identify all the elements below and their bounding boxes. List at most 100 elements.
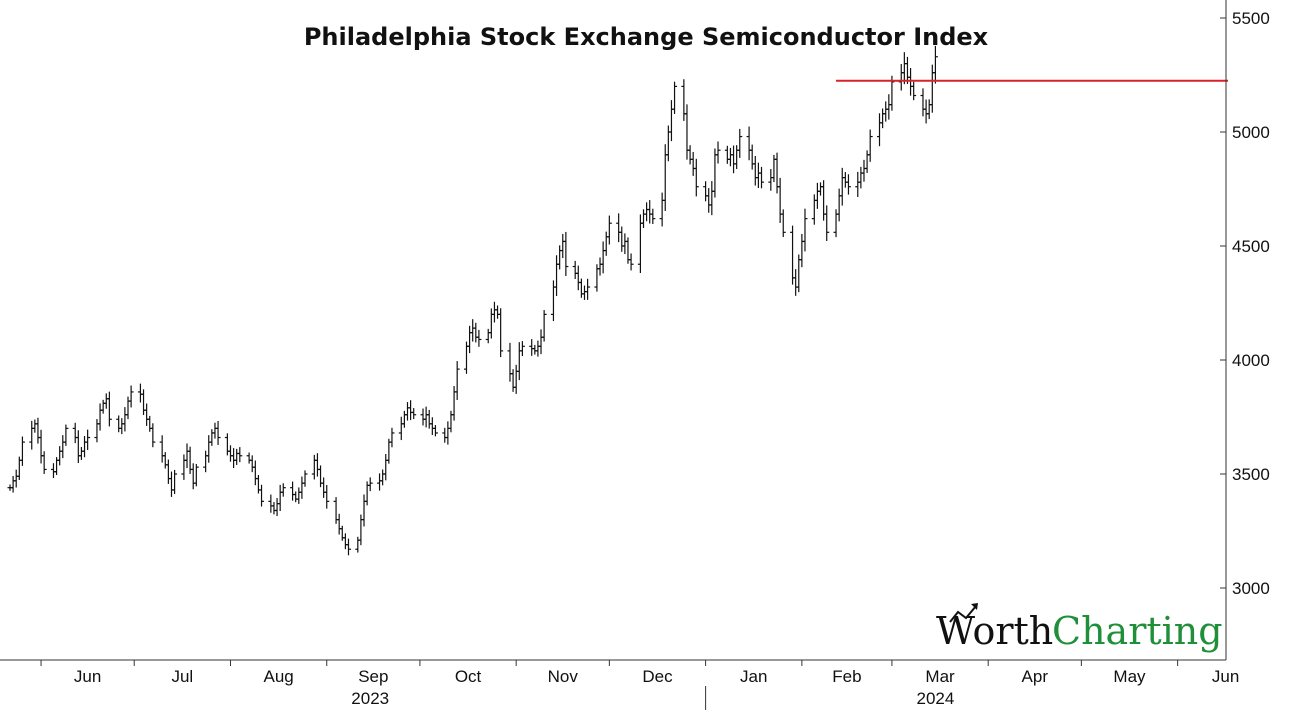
ohlc-bar: [271, 502, 277, 515]
ohlc-bar: [516, 342, 522, 381]
ohlc-bar: [557, 245, 563, 270]
x-year-label: 2023: [351, 689, 389, 708]
ohlc-bar: [650, 208, 656, 225]
ohlc-bar: [911, 81, 917, 101]
ohlc-bar: [575, 265, 581, 291]
ohlc-bar: [10, 475, 16, 493]
ohlc-bar: [259, 484, 265, 507]
ohlc-bar: [920, 88, 926, 117]
worth-charting-logo: Worth Charting: [936, 603, 1223, 653]
ohlc-bar: [401, 410, 407, 428]
ohlc-bar: [116, 415, 122, 433]
ohlc-bar: [296, 487, 302, 504]
y-axis: 3000 3500 4000 4500 5000 5500: [1220, 0, 1270, 660]
ohlc-bar: [141, 389, 147, 416]
ohlc-bar: [861, 159, 867, 182]
ohlc-bar: [858, 166, 864, 189]
ohlc-bar: [467, 325, 473, 354]
ohlc-bar: [336, 513, 342, 535]
ohlc-bar: [345, 538, 351, 556]
ohlc-bar: [165, 459, 171, 484]
x-month-label: Mar: [925, 667, 955, 686]
x-month-label: Aug: [263, 667, 293, 686]
ohlc-bar: [672, 81, 678, 114]
ohlc-bar: [224, 433, 230, 456]
ohlc-bar: [715, 141, 721, 164]
ohlc-bar: [361, 494, 367, 527]
ohlc-bar: [342, 533, 348, 550]
ohlc-bar: [137, 383, 143, 403]
ohlc-bar: [883, 101, 889, 122]
ohlc-bar: [398, 416, 404, 441]
ohlc-bar: [404, 402, 410, 421]
ohlc-bar: [877, 113, 883, 147]
ohlc-bar: [886, 94, 892, 120]
ohlc-bar: [898, 63, 904, 91]
x-axis: Jun Jul Aug Sep Oct Nov Dec Jan Feb Mar Apr May Jun 2…: [0, 659, 1239, 710]
ohlc-bar: [510, 369, 516, 392]
y-tick-label: 5500: [1232, 9, 1270, 28]
ohlc-bar: [619, 226, 625, 252]
ohlc-bar: [759, 166, 765, 189]
ohlc-bar: [13, 469, 19, 488]
x-month-label: Sep: [358, 667, 388, 686]
ohlc-bar: [249, 455, 255, 473]
ohlc-bar: [321, 477, 327, 498]
ohlc-bar: [277, 484, 283, 512]
ohlc-bar: [790, 225, 796, 285]
ohlc-bar: [793, 269, 799, 296]
ohlc-bar: [746, 126, 752, 161]
ohlc-bar: [426, 409, 432, 429]
ohlc-bar: [237, 447, 243, 463]
ohlc-bar: [311, 454, 317, 480]
ohlc-bar: [293, 491, 299, 503]
ohlc-bar: [411, 408, 417, 420]
ohlc-bar: [864, 150, 870, 173]
logo-word-charting: Charting: [1052, 609, 1223, 653]
ohlc-bar: [842, 172, 848, 188]
ohlc-bar: [693, 158, 699, 197]
ohlc-bar: [485, 328, 491, 344]
chart-title: Philadelphia Stock Exchange Semiconducto…: [304, 23, 989, 51]
ohlc-bar: [799, 233, 805, 268]
y-tick-label: 3500: [1232, 465, 1270, 484]
ohlc-bar: [383, 453, 389, 481]
ohlc-bar: [423, 406, 429, 428]
ohlc-bar: [280, 483, 286, 497]
x-month-label: Jan: [740, 667, 767, 686]
ohlc-bar: [38, 429, 44, 464]
rising-arrow-icon: [949, 603, 978, 623]
ohlc-bar: [103, 393, 109, 409]
ohlc-bar: [162, 452, 168, 469]
ohlc-bar: [529, 339, 535, 356]
ohlc-bar: [473, 322, 479, 343]
ohlc-bar: [32, 419, 38, 433]
ohlc-bar: [94, 419, 100, 443]
ohlc-bar: [429, 417, 435, 435]
ohlc-bar: [290, 481, 296, 501]
ohlc-bar: [318, 465, 324, 488]
ohlc-bar: [814, 182, 820, 209]
ohlc-bar: [519, 341, 525, 357]
x-month-label: Feb: [832, 667, 861, 686]
ohlc-bar: [389, 427, 395, 448]
ohlc-bar: [755, 162, 761, 188]
ohlc-bar: [432, 425, 438, 437]
ohlc-bar: [709, 181, 715, 216]
ohlc-bar: [246, 452, 252, 464]
ohlc-bar: [209, 429, 215, 446]
ohlc-bar: [274, 498, 280, 517]
ohlc-bar: [845, 174, 851, 195]
ohlc-bar: [172, 469, 178, 495]
ohlc-bar: [681, 79, 687, 121]
ohlc-bar: [585, 278, 591, 300]
ohlc-bar: [212, 422, 218, 439]
ohlc-bar: [97, 403, 103, 431]
ohlc-bar: [622, 233, 628, 255]
ohlc-bar: [193, 463, 199, 487]
ohlc-bar: [181, 454, 187, 480]
ohlc-bar: [448, 410, 454, 433]
ohlc-bar: [780, 209, 786, 238]
ohlc-bar: [314, 453, 320, 477]
ohlc-bar: [82, 436, 88, 458]
